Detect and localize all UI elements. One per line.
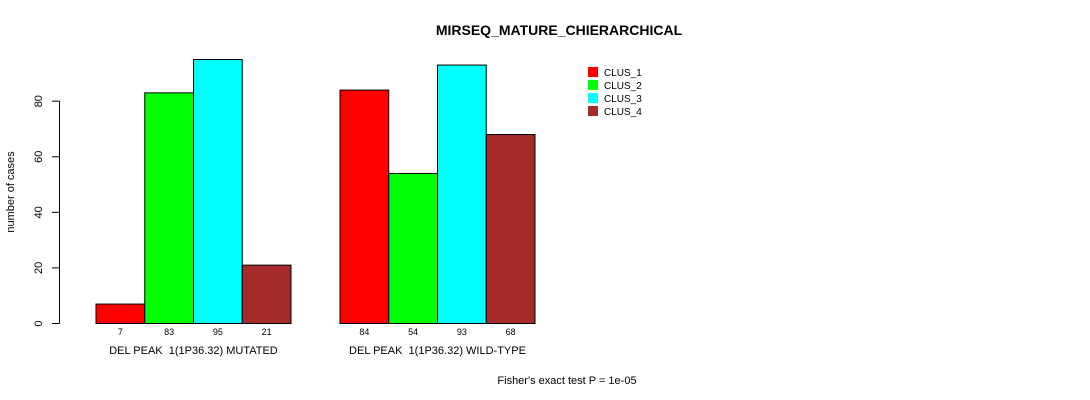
bar-clus-3-group-2 (437, 64, 487, 324)
bar-value-labels: 7 83 95 21 84 54 93 68 (118, 327, 516, 337)
bar-value-label: 68 (506, 327, 516, 337)
bar-clus-4-group-1 (241, 264, 292, 325)
y-tick-label: 80 (33, 95, 45, 107)
y-tick-label: 0 (33, 320, 45, 326)
bar-value-label: 83 (164, 327, 174, 337)
legend-swatch-clus-4 (588, 106, 598, 116)
bar-clus-3-group-1 (193, 59, 243, 324)
group-label-1: DEL PEAK 1(1P36.32) MUTATED (109, 345, 278, 357)
legend-label-clus-4: CLUS_4 (604, 107, 642, 118)
bar-value-label: 84 (359, 327, 369, 337)
legend-label-clus-3: CLUS_3 (604, 94, 642, 105)
bar-value-label: 7 (118, 327, 123, 337)
bar-value-label: 93 (457, 327, 467, 337)
y-axis-label: number of cases (5, 151, 17, 233)
y-tick-label: 40 (33, 206, 45, 218)
group-label-2: DEL PEAK 1(1P36.32) WILD-TYPE (349, 345, 526, 357)
y-tick-label: 20 (33, 262, 45, 274)
bar-value-label: 54 (408, 327, 418, 337)
legend-label-clus-1: CLUS_1 (604, 68, 642, 79)
legend-swatch-clus-3 (588, 93, 598, 103)
y-axis: 0 20 40 60 80 (33, 95, 60, 327)
legend: CLUS_1 CLUS_2 CLUS_3 CLUS_4 (588, 67, 642, 118)
legend-swatch-clus-2 (588, 80, 598, 90)
bar-clus-2-group-2 (388, 172, 438, 324)
y-tick-label: 60 (33, 151, 45, 163)
bar-value-label: 21 (262, 327, 272, 337)
bar-clus-1-group-1 (95, 303, 146, 324)
bar-value-label: 95 (213, 327, 223, 337)
bar-clus-4-group-2 (485, 134, 536, 324)
chart-title: MIRSEQ_MATURE_CHIERARCHICAL (436, 22, 683, 38)
legend-label-clus-2: CLUS_2 (604, 81, 642, 92)
bars (95, 59, 536, 325)
group-labels: DEL PEAK 1(1P36.32) MUTATED DEL PEAK 1(1P… (109, 345, 526, 357)
fisher-test-annotation: Fisher's exact test P = 1e-05 (497, 375, 636, 387)
bar-clus-1-group-2 (339, 89, 390, 324)
bar-clus-2-group-1 (144, 92, 194, 324)
legend-swatch-clus-1 (588, 67, 598, 77)
